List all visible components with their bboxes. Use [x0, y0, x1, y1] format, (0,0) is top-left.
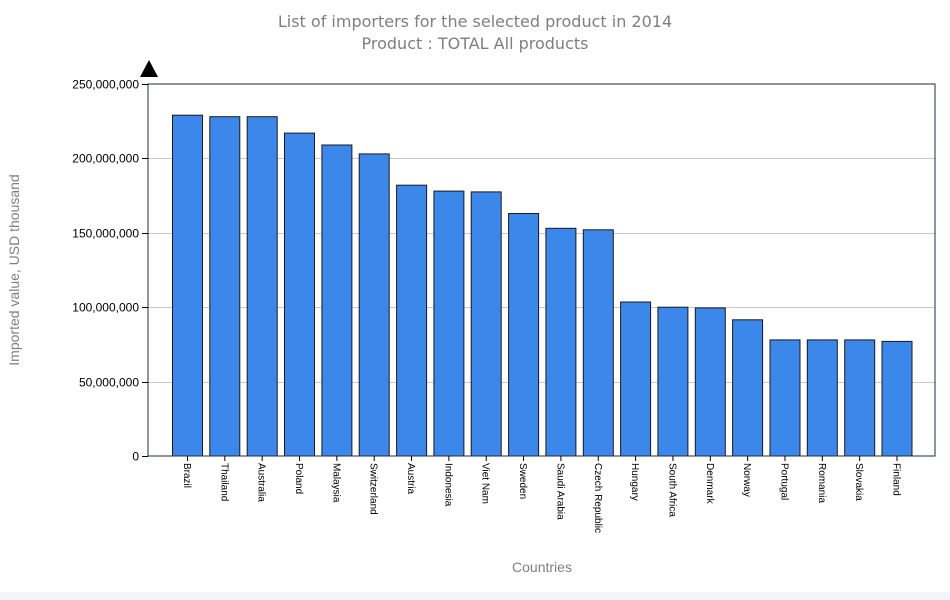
x-tick-label: Austria — [405, 463, 416, 495]
bar-austria[interactable] — [396, 184, 428, 457]
x-tick-label: Portugal — [779, 463, 790, 500]
x-tick-label: Viet Nam — [480, 463, 491, 504]
gridlines — [148, 158, 935, 383]
x-tick-label: Australia — [256, 463, 267, 502]
x-tick-label: Denmark — [704, 463, 715, 505]
bar-finland[interactable] — [881, 340, 913, 457]
bar-thailand[interactable] — [209, 116, 241, 457]
y-tick-label: 250,000,000 — [72, 78, 139, 92]
bar-australia[interactable] — [246, 116, 278, 457]
y-axis-ticks: 0 50,000,000 100,000,000 150,000,000 200,000… — [72, 78, 148, 464]
y-tick-label: 200,000,000 — [72, 152, 139, 166]
x-tick-label: Czech Republic — [592, 463, 603, 533]
x-tick-label: Switzerland — [368, 463, 379, 515]
chart-subtitle: Product : TOTAL All products — [361, 34, 589, 53]
plot-frame — [147, 83, 936, 457]
x-tick-label: Slovakia — [853, 463, 864, 501]
x-tick-label: Sweden — [517, 463, 528, 499]
bar-romania[interactable] — [806, 339, 838, 457]
bar-poland[interactable] — [284, 132, 315, 457]
x-tick-label: Finland — [891, 463, 902, 496]
y-axis-title: Imported value, USD thousand — [6, 174, 22, 365]
bar-czech-republic[interactable] — [582, 229, 614, 457]
x-tick-label: Brazil — [181, 463, 192, 488]
x-tick-label: Romania — [816, 463, 827, 503]
bar-switzerland[interactable] — [358, 153, 390, 457]
bars — [172, 114, 913, 457]
y-tick-label: 100,000,000 — [72, 301, 139, 315]
x-tick-label: Malaysia — [330, 463, 341, 503]
bar-indonesia[interactable] — [433, 190, 465, 457]
x-tick-label: Norway — [741, 463, 752, 497]
bar-sweden[interactable] — [508, 213, 540, 457]
bar-viet-nam[interactable] — [470, 191, 502, 457]
x-tick-label: Indonesia — [442, 463, 453, 507]
x-tick-label: Hungary — [629, 463, 640, 501]
bar-saudi-arabia[interactable] — [545, 227, 577, 457]
x-tick-label: Saudi Arabia — [554, 463, 565, 520]
x-axis-title: Countries — [512, 559, 572, 575]
bar-brazil[interactable] — [172, 114, 203, 457]
y-tick-label: 50,000,000 — [79, 376, 139, 390]
y-tick-label: 0 — [132, 450, 139, 464]
y-axis-arrow-icon — [140, 60, 158, 77]
x-axis-ticks: Brazil Thailand Australia Poland Malaysia Swi… — [181, 456, 902, 533]
bar-norway[interactable] — [732, 319, 764, 457]
y-tick-label: 150,000,000 — [72, 227, 139, 241]
bar-slovakia[interactable] — [844, 339, 876, 457]
bar-hungary[interactable] — [620, 301, 652, 457]
chart-title: List of importers for the selected produ… — [277, 12, 673, 31]
bar-portugal[interactable] — [769, 339, 801, 457]
bar-malaysia[interactable] — [321, 144, 353, 457]
bar-denmark[interactable] — [694, 307, 726, 457]
x-tick-label: Poland — [293, 463, 304, 494]
bottom-strip — [0, 592, 950, 600]
bar-south-africa[interactable] — [657, 306, 689, 457]
x-tick-label: Thailand — [218, 463, 229, 501]
x-tick-label: South Africa — [666, 463, 677, 517]
